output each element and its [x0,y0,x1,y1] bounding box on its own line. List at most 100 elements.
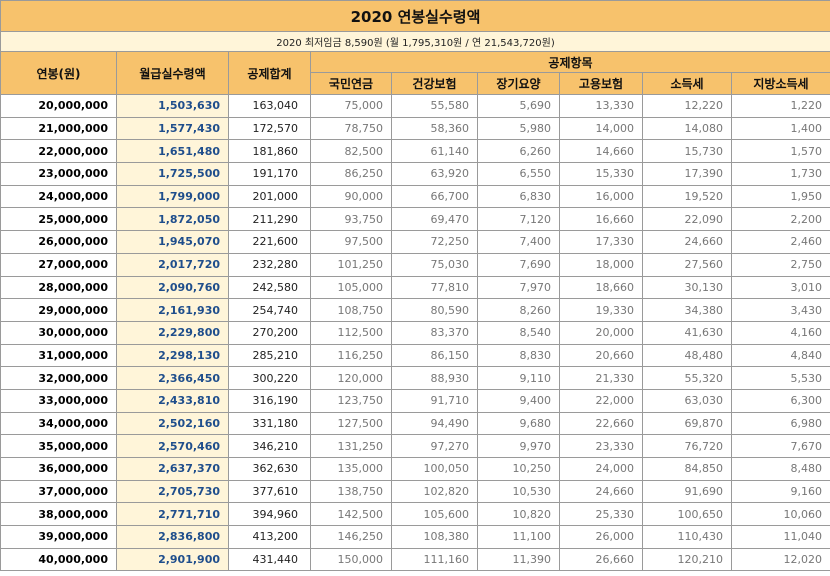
cell-net-monthly: 1,872,050 [116,207,229,232]
cell-salary: 38,000,000 [0,502,117,527]
cell-income-tax: 22,090 [642,207,732,232]
cell-local-income-tax: 1,220 [731,94,830,118]
cell-national-pension: 120,000 [310,366,392,390]
cell-total-deduction: 232,280 [228,252,311,277]
cell-net-monthly: 2,637,370 [116,457,229,481]
cell-net-monthly: 2,090,760 [116,275,229,300]
cell-national-pension: 116,250 [310,343,392,368]
cell-long-term-care: 8,260 [477,298,560,322]
cell-local-income-tax: 3,430 [731,298,830,322]
cell-income-tax: 76,720 [642,434,732,458]
cell-net-monthly: 2,502,160 [116,411,229,436]
cell-total-deduction: 242,580 [228,275,311,300]
cell-long-term-care: 6,550 [477,162,560,186]
cell-total-deduction: 163,040 [228,94,311,118]
cell-health-insurance: 91,710 [391,388,478,413]
cell-local-income-tax: 2,200 [731,207,830,232]
header-long-term-care: 장기요양 [477,72,560,95]
cell-health-insurance: 72,250 [391,230,478,254]
cell-employment-insurance: 22,000 [559,388,643,413]
table-title: 2020 연봉실수령액 [0,0,830,32]
cell-local-income-tax: 9,160 [731,479,830,504]
cell-long-term-care: 9,680 [477,411,560,436]
cell-long-term-care: 6,830 [477,184,560,209]
cell-employment-insurance: 17,330 [559,230,643,254]
header-income-tax: 소득세 [642,72,732,95]
cell-employment-insurance: 19,330 [559,298,643,322]
header-net-monthly: 월급실수령액 [116,51,229,95]
cell-total-deduction: 285,210 [228,343,311,368]
cell-health-insurance: 83,370 [391,320,478,345]
cell-income-tax: 63,030 [642,388,732,413]
cell-total-deduction: 211,290 [228,207,311,232]
cell-income-tax: 69,870 [642,411,732,436]
cell-total-deduction: 331,180 [228,411,311,436]
cell-health-insurance: 97,270 [391,434,478,458]
table-row: 20,000,000 1,503,630 163,040 75,000 55,580 5,… [0,94,830,118]
cell-salary: 36,000,000 [0,457,117,481]
cell-employment-insurance: 24,660 [559,479,643,504]
cell-total-deduction: 316,190 [228,388,311,413]
cell-salary: 30,000,000 [0,320,117,345]
cell-health-insurance: 100,050 [391,457,478,481]
cell-national-pension: 135,000 [310,457,392,481]
cell-salary: 37,000,000 [0,479,117,504]
cell-long-term-care: 6,260 [477,139,560,164]
cell-net-monthly: 2,433,810 [116,388,229,413]
cell-income-tax: 15,730 [642,139,732,164]
cell-employment-insurance: 20,660 [559,343,643,368]
cell-salary: 34,000,000 [0,411,117,436]
cell-net-monthly: 2,570,460 [116,434,229,458]
cell-employment-insurance: 25,330 [559,502,643,527]
cell-local-income-tax: 7,670 [731,434,830,458]
cell-total-deduction: 431,440 [228,547,311,572]
cell-health-insurance: 61,140 [391,139,478,164]
table-row: 26,000,000 1,945,070 221,600 97,500 72,250 7,… [0,230,830,254]
cell-employment-insurance: 13,330 [559,94,643,118]
header-national-pension: 국민연금 [310,72,392,95]
cell-national-pension: 101,250 [310,252,392,277]
cell-national-pension: 78,750 [310,116,392,141]
cell-salary: 28,000,000 [0,275,117,300]
table-row: 33,000,000 2,433,810 316,190 123,750 91,710 9… [0,388,830,413]
cell-net-monthly: 1,503,630 [116,94,229,118]
cell-total-deduction: 172,570 [228,116,311,141]
cell-income-tax: 120,210 [642,547,732,572]
cell-net-monthly: 1,651,480 [116,139,229,164]
cell-health-insurance: 55,580 [391,94,478,118]
cell-long-term-care: 7,400 [477,230,560,254]
cell-local-income-tax: 12,020 [731,547,830,572]
cell-income-tax: 17,390 [642,162,732,186]
cell-employment-insurance: 24,000 [559,457,643,481]
cell-income-tax: 84,850 [642,457,732,481]
cell-total-deduction: 362,630 [228,457,311,481]
table-row: 34,000,000 2,502,160 331,180 127,500 94,490 9… [0,411,830,436]
cell-long-term-care: 11,100 [477,525,560,549]
cell-employment-insurance: 18,660 [559,275,643,300]
minimum-wage-note: 2020 최저임금 8,590원 (월 1,795,310원 / 연 21,54… [0,31,830,52]
cell-health-insurance: 69,470 [391,207,478,232]
cell-salary: 33,000,000 [0,388,117,413]
cell-health-insurance: 88,930 [391,366,478,390]
cell-salary: 26,000,000 [0,230,117,254]
cell-local-income-tax: 2,460 [731,230,830,254]
cell-employment-insurance: 26,000 [559,525,643,549]
cell-income-tax: 24,660 [642,230,732,254]
cell-total-deduction: 300,220 [228,366,311,390]
cell-net-monthly: 1,577,430 [116,116,229,141]
cell-local-income-tax: 6,300 [731,388,830,413]
cell-net-monthly: 2,017,720 [116,252,229,277]
cell-health-insurance: 111,160 [391,547,478,572]
header-total-deduction: 공제합계 [228,51,311,95]
cell-long-term-care: 11,390 [477,547,560,572]
header-local-income-tax: 지방소득세 [731,72,830,95]
cell-income-tax: 110,430 [642,525,732,549]
cell-income-tax: 30,130 [642,275,732,300]
cell-long-term-care: 5,690 [477,94,560,118]
table-row: 21,000,000 1,577,430 172,570 78,750 58,360 5,… [0,116,830,141]
cell-net-monthly: 2,836,800 [116,525,229,549]
cell-income-tax: 41,630 [642,320,732,345]
cell-income-tax: 34,380 [642,298,732,322]
header-salary: 연봉(원) [0,51,117,95]
table-row: 25,000,000 1,872,050 211,290 93,750 69,470 7,… [0,207,830,232]
